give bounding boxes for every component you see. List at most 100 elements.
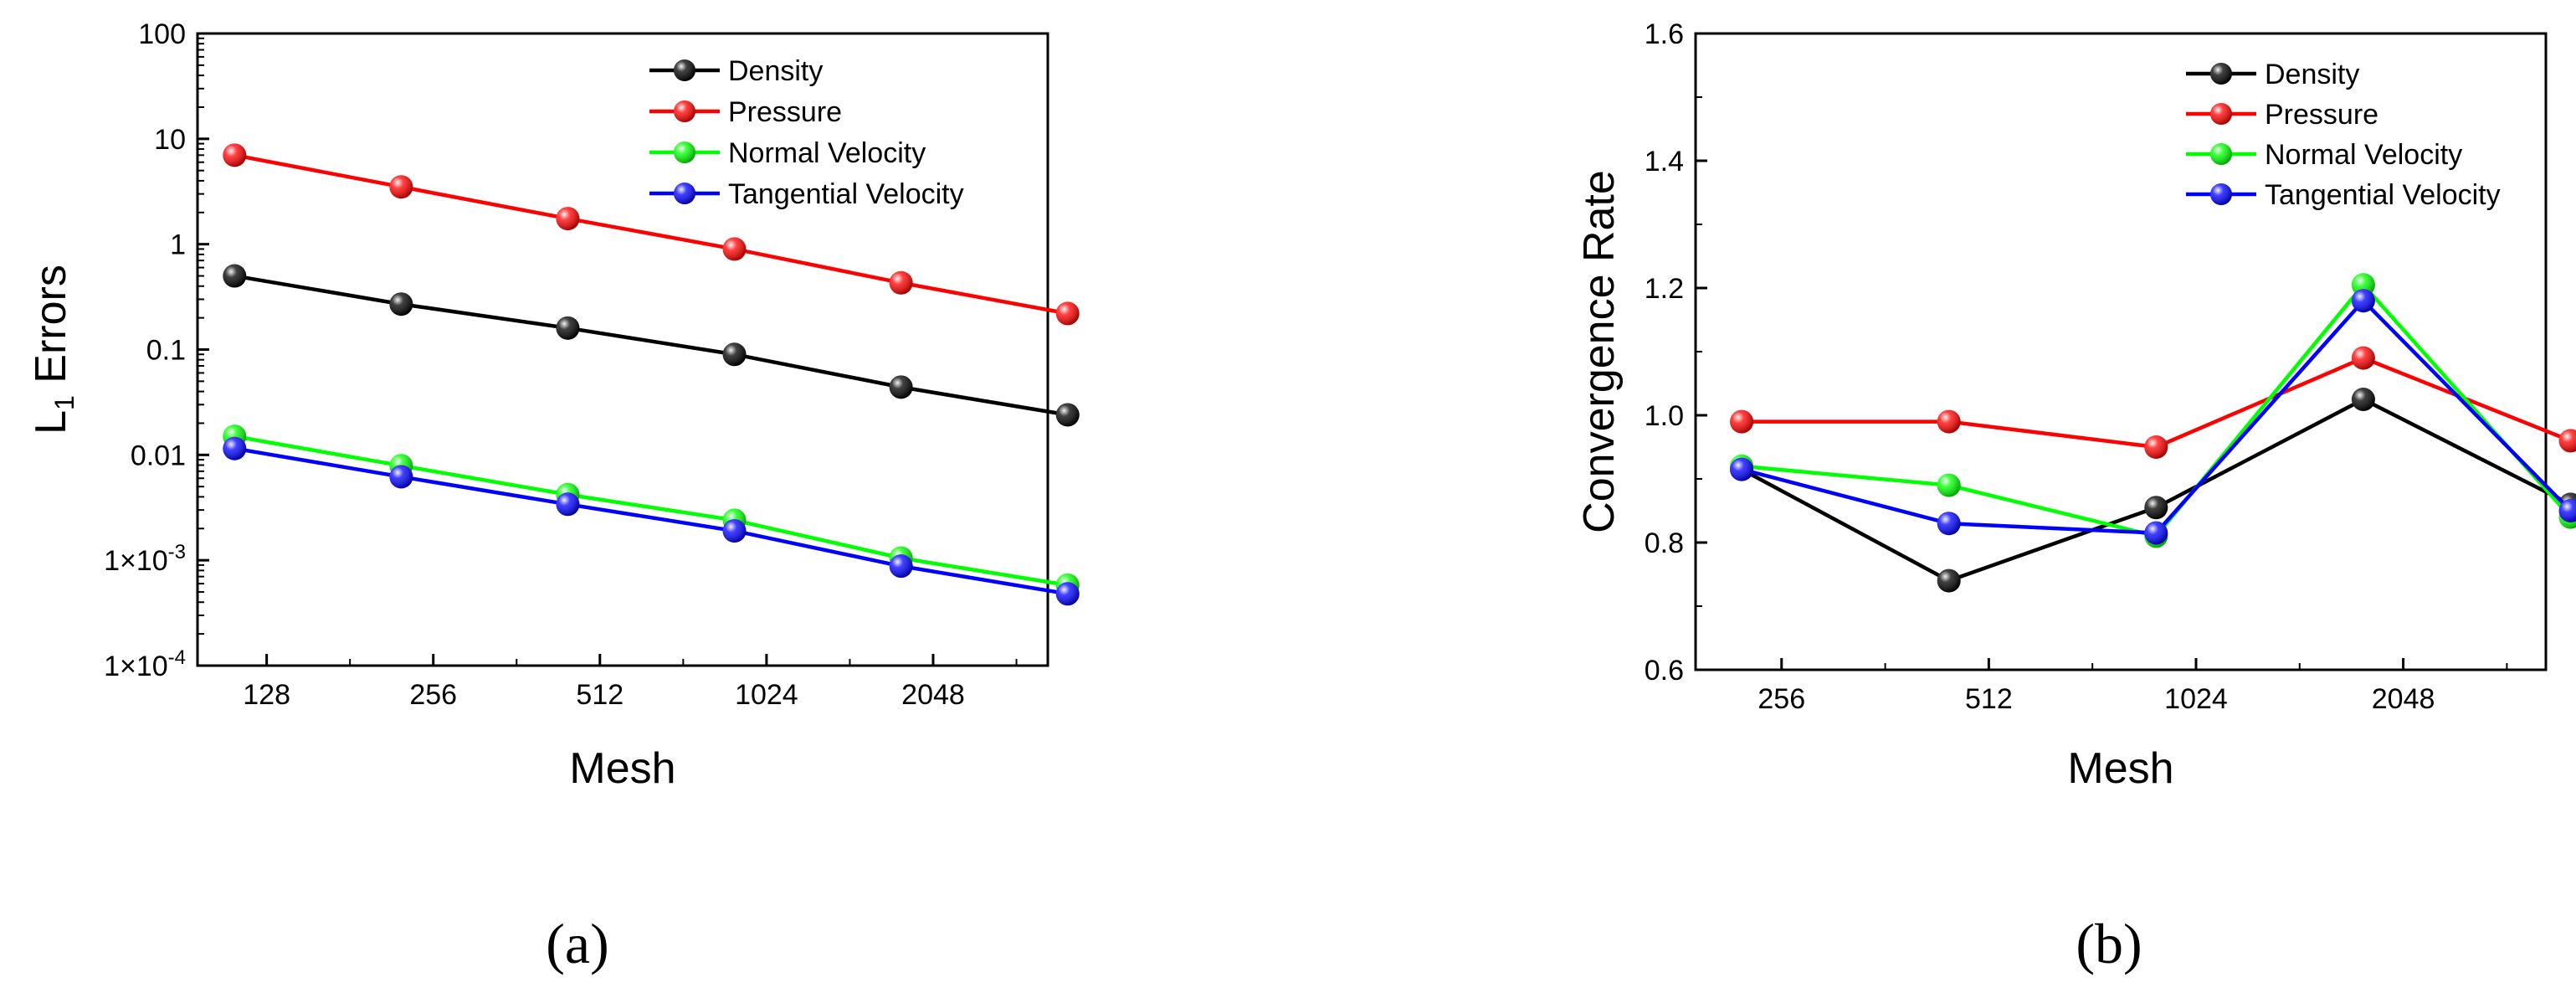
legend-item: Density	[649, 55, 823, 87]
data-point-shine	[722, 237, 747, 261]
x-tick-label-b: 2048	[2372, 683, 2435, 715]
x-tick-label-a: 256	[409, 679, 457, 711]
data-point-shine	[223, 436, 247, 460]
data-point-shine	[889, 270, 913, 295]
x-tick-label-b: 512	[1965, 683, 2013, 715]
series-density-b	[1730, 388, 2576, 593]
y-tick-label-a: 1×10-3	[104, 541, 186, 577]
series-line	[233, 434, 1069, 588]
data-point-shine	[2351, 388, 2375, 411]
legend-marker-shine	[674, 59, 695, 81]
legend-label: Tangential Velocity	[2265, 179, 2501, 211]
y-tick-label-b: 1.0	[1645, 400, 1684, 432]
legend-label: Tangential Velocity	[728, 178, 964, 210]
legend-label: Density	[2265, 59, 2359, 90]
series-pressure-a	[223, 143, 1080, 326]
series-line	[1741, 397, 2572, 583]
data-point-shine	[2144, 496, 2168, 520]
y-tick-label-b: 0.8	[1645, 527, 1684, 559]
data-point-shine	[1937, 512, 1961, 536]
data-point-shine	[389, 175, 413, 199]
legend-marker-shine	[2210, 143, 2232, 165]
data-point-shine	[2558, 429, 2576, 453]
series-pressure-b	[1730, 346, 2576, 459]
y-tick-label-b: 1.6	[1645, 18, 1684, 50]
legend-label: Density	[728, 55, 823, 87]
y-tick-label-a: 10	[154, 124, 186, 156]
legend-marker-shine	[674, 141, 695, 163]
legend-item: Pressure	[2186, 99, 2378, 131]
x-tick-label-b: 1024	[2164, 683, 2228, 715]
data-point-shine	[2144, 521, 2168, 545]
y-tick-label-b: 0.6	[1645, 655, 1684, 687]
data-point-shine	[722, 342, 747, 367]
data-point-shine	[1055, 403, 1080, 427]
data-point-shine	[1730, 457, 1754, 481]
data-point-shine	[2144, 435, 2168, 459]
data-point-shine	[2558, 499, 2576, 522]
y-tick-label-a: 100	[138, 18, 186, 50]
series-line	[233, 446, 1069, 596]
legend-item: Tangential Velocity	[2186, 179, 2501, 211]
panel-label-a: (a)	[546, 912, 608, 975]
x-tick-label-a: 512	[576, 679, 623, 711]
legend-label: Pressure	[728, 96, 842, 128]
series-tangential-velocity-a	[223, 436, 1080, 606]
legend-marker-shine	[2210, 183, 2232, 205]
series-line	[1742, 356, 2572, 450]
series-line	[233, 274, 1069, 417]
data-point-shine	[2351, 346, 2375, 370]
y-tick-label-a: 0.01	[131, 440, 186, 471]
x-tick-label-b: 256	[1758, 683, 1805, 715]
data-point-shine	[556, 207, 580, 231]
data-point-shine	[1937, 473, 1961, 497]
plot-frame-b	[1694, 32, 2548, 671]
legend-item: Tangential Velocity	[649, 178, 964, 210]
series-normal-velocity-a	[223, 424, 1080, 597]
y-tick-label-b: 1.2	[1645, 273, 1684, 305]
data-point-shine	[889, 554, 913, 579]
data-point-shine	[1055, 301, 1080, 326]
legend-label: Normal Velocity	[2265, 139, 2462, 171]
x-tick-label-a: 128	[243, 679, 290, 711]
legend-b: Density Pressure Normal Velocity Tangential…	[2186, 59, 2501, 211]
y-tick-label-a: 1×10-4	[104, 646, 186, 682]
data-point-shine	[1055, 582, 1080, 606]
data-point-shine	[556, 316, 580, 340]
panel-label-b: (b)	[2076, 912, 2142, 975]
series-line	[233, 153, 1069, 316]
legend-item: Density	[2186, 59, 2359, 90]
data-point-shine	[223, 264, 247, 288]
legend-marker-shine	[2210, 103, 2232, 125]
data-point-shine	[389, 465, 413, 489]
legend-marker-shine	[674, 100, 695, 122]
x-tick-label-a: 2048	[901, 679, 965, 711]
x-tick-label-a: 1024	[735, 679, 798, 711]
y-axis-title-subscript-a: 1	[49, 395, 80, 410]
data-point-shine	[223, 143, 247, 167]
legend-label: Normal Velocity	[728, 137, 926, 169]
data-point-shine	[722, 519, 747, 543]
legend-a: Density Pressure Normal Velocity Tangential…	[649, 55, 964, 210]
y-tick-label-b: 1.4	[1645, 146, 1684, 177]
chart-b: 256 512 1024 2048 0.6 0.8 1.0 1.2 1.4 1.6 Density…	[1575, 18, 2576, 975]
y-tick-label-a: 0.1	[146, 335, 186, 367]
data-point-shine	[1730, 409, 1754, 434]
legend-marker-shine	[2210, 63, 2232, 85]
legend-item: Pressure	[649, 96, 842, 128]
chart-a: 128 256 512 1024 2048 100 10 1 0.1 0.01 1×10-3 1×10…	[27, 18, 1080, 975]
data-point-shine	[2351, 289, 2375, 313]
legend-label: Pressure	[2265, 99, 2378, 131]
legend-item: Normal Velocity	[2186, 139, 2462, 171]
x-axis-title-a: Mesh	[569, 744, 675, 793]
legend-marker-shine	[674, 183, 695, 204]
data-point-shine	[556, 492, 580, 517]
legend-item: Normal Velocity	[649, 137, 926, 169]
data-point-shine	[1937, 568, 1961, 593]
data-point-shine	[889, 375, 913, 399]
data-point-shine	[389, 292, 413, 316]
series-density-a	[223, 264, 1080, 427]
y-axis-title-b: Convergence Rate	[1575, 170, 1624, 533]
data-point-shine	[1937, 409, 1961, 434]
